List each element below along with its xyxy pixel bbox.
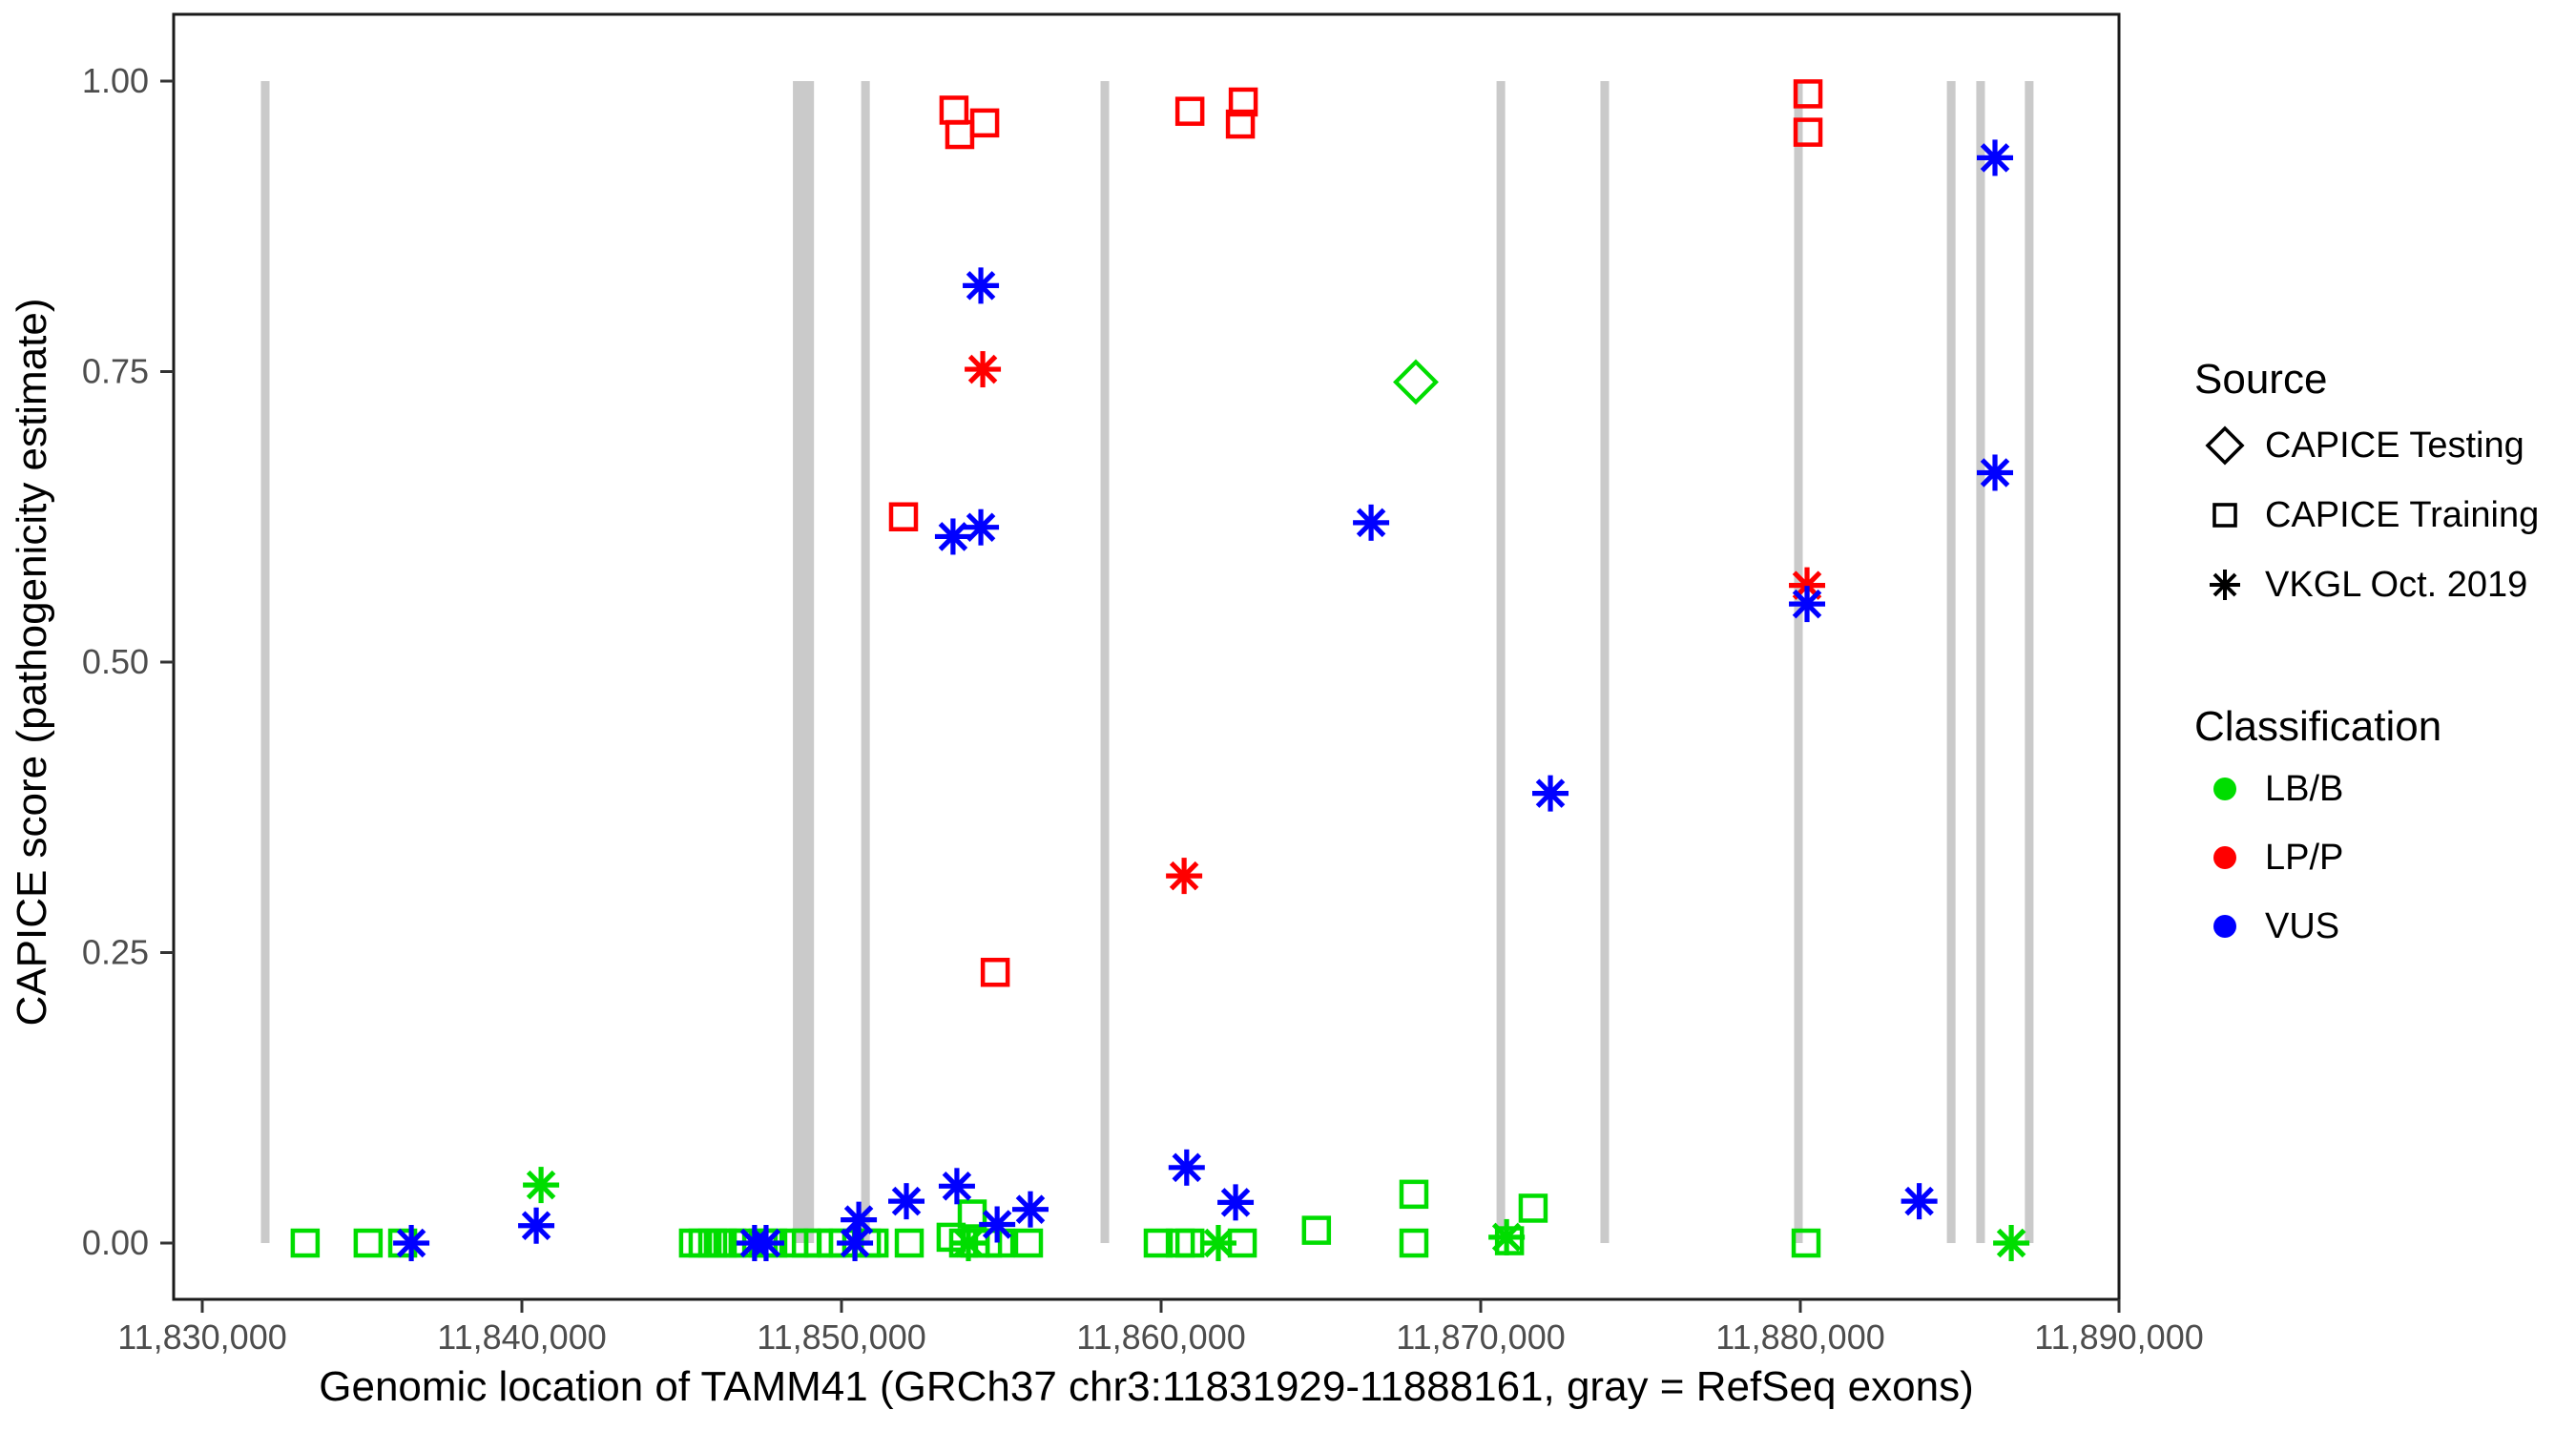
x-tick-label: 11,870,000 xyxy=(1396,1317,1566,1357)
data-point-square xyxy=(969,108,1000,138)
data-point-square xyxy=(1494,1226,1525,1255)
square-icon xyxy=(2200,490,2250,540)
data-point-asterisk xyxy=(1532,775,1569,812)
data-point-square xyxy=(1793,117,1823,147)
legend-item-label: LP/P xyxy=(2265,837,2344,878)
legend-item-vus: VUS xyxy=(2200,898,2339,955)
data-point-square xyxy=(1228,87,1258,117)
data-point-square xyxy=(1174,96,1205,126)
data-point-asterisk xyxy=(841,1201,878,1238)
data-point-asterisk xyxy=(518,1207,555,1244)
x-tick-label: 11,860,000 xyxy=(1076,1317,1246,1357)
legend-item-capice-training: CAPICE Training xyxy=(2200,487,2539,544)
refseq-exon-bar xyxy=(260,81,270,1243)
data-point-asterisk xyxy=(979,1206,1016,1243)
data-point-asterisk xyxy=(523,1167,560,1204)
panel-border xyxy=(172,12,2121,1301)
legend-item-lpp: LP/P xyxy=(2200,829,2343,886)
refseq-exon-bar xyxy=(1600,81,1610,1243)
refseq-exon-bar xyxy=(1946,81,1956,1243)
x-tick-label: 11,880,000 xyxy=(1715,1317,1885,1357)
data-point-square xyxy=(1399,1179,1429,1210)
data-point-square xyxy=(894,1228,924,1258)
x-tick-label: 11,840,000 xyxy=(437,1317,607,1357)
legend-item-label: LB/B xyxy=(2265,768,2344,809)
data-point-asterisk xyxy=(1977,139,2014,176)
data-point-asterisk xyxy=(963,267,1000,304)
x-tick-label: 11,890,000 xyxy=(2034,1317,2204,1357)
y-tick-label: 0.75 xyxy=(82,352,149,391)
blue-dot-icon xyxy=(2200,902,2250,951)
data-point-asterisk xyxy=(963,508,1000,546)
green-dot-icon xyxy=(2200,764,2250,814)
data-point-square xyxy=(1791,1228,1821,1258)
data-point-asterisk xyxy=(1011,1191,1049,1228)
data-point-diamond xyxy=(1393,359,1439,405)
legend-item-capice-testing: CAPICE Testing xyxy=(2200,417,2524,474)
data-point-asterisk xyxy=(949,1225,987,1261)
data-point-square xyxy=(1174,1228,1205,1258)
data-point-square xyxy=(1013,1228,1044,1258)
legend-item-lbb: LB/B xyxy=(2200,760,2343,818)
data-point-square xyxy=(290,1228,321,1258)
legend-item-vkgl: VKGL Oct. 2019 xyxy=(2200,556,2527,613)
data-point-square xyxy=(1143,1228,1174,1258)
x-tick-label: 11,850,000 xyxy=(757,1317,926,1357)
refseq-exon-bar xyxy=(793,81,815,1243)
y-axis-title: CAPICE score (pathogenicity estimate) xyxy=(9,299,55,1027)
refseq-exon-bar xyxy=(2025,81,2034,1243)
y-tick-label: 0.50 xyxy=(82,642,149,681)
x-axis-title: Genomic location of TAMM41 (GRCh37 chr3:… xyxy=(319,1363,1974,1410)
data-point-asterisk xyxy=(1993,1225,2030,1261)
data-point-square xyxy=(888,502,919,531)
data-point-asterisk xyxy=(1353,504,1390,541)
data-point-asterisk xyxy=(1168,1149,1205,1186)
data-point-asterisk xyxy=(1166,858,1203,895)
red-dot-icon xyxy=(2200,833,2250,882)
refseq-exon-bar xyxy=(1794,81,1803,1243)
data-point-square xyxy=(945,119,975,150)
y-tick-label: 1.00 xyxy=(82,61,149,100)
refseq-exon-bar xyxy=(1496,81,1506,1243)
data-point-square xyxy=(1399,1228,1429,1258)
asterisk-icon xyxy=(2200,560,2250,610)
data-point-square xyxy=(1793,79,1823,109)
diamond-icon xyxy=(2200,421,2250,470)
refseq-exon-bar xyxy=(1976,81,1985,1243)
data-point-asterisk xyxy=(934,518,971,555)
data-point-square xyxy=(1301,1215,1332,1245)
legend-source-title: Source xyxy=(2194,356,2328,403)
data-point-square xyxy=(939,95,969,125)
data-point-asterisk xyxy=(1977,454,2014,491)
legend-item-label: VKGL Oct. 2019 xyxy=(2265,564,2528,605)
data-point-asterisk xyxy=(938,1168,975,1205)
data-point-asterisk xyxy=(1217,1184,1255,1221)
data-point-square xyxy=(353,1228,384,1258)
data-point-asterisk xyxy=(1488,1218,1526,1255)
legend-item-label: CAPICE Training xyxy=(2265,494,2540,535)
legend-item-label: VUS xyxy=(2265,905,2340,946)
data-point-asterisk xyxy=(965,351,1002,388)
data-point-square xyxy=(1225,109,1256,139)
data-point-asterisk xyxy=(1789,586,1826,623)
data-point-asterisk xyxy=(1901,1183,1938,1220)
legend-item-label: CAPICE Testing xyxy=(2265,425,2524,466)
data-point-square xyxy=(980,957,1010,987)
data-point-asterisk xyxy=(1199,1225,1236,1261)
refseq-exon-bar xyxy=(861,81,870,1243)
x-tick-label: 11,830,000 xyxy=(117,1317,287,1357)
data-point-asterisk xyxy=(747,1225,784,1261)
data-point-asterisk xyxy=(888,1183,925,1220)
y-tick-label: 0.25 xyxy=(82,933,149,972)
legend-classification-title: Classification xyxy=(2194,703,2442,750)
y-tick-label: 0.00 xyxy=(82,1223,149,1262)
refseq-exon-bar xyxy=(1100,81,1110,1243)
data-point-square xyxy=(1518,1193,1548,1223)
data-point-asterisk xyxy=(393,1225,430,1261)
data-point-asterisk xyxy=(837,1225,874,1261)
